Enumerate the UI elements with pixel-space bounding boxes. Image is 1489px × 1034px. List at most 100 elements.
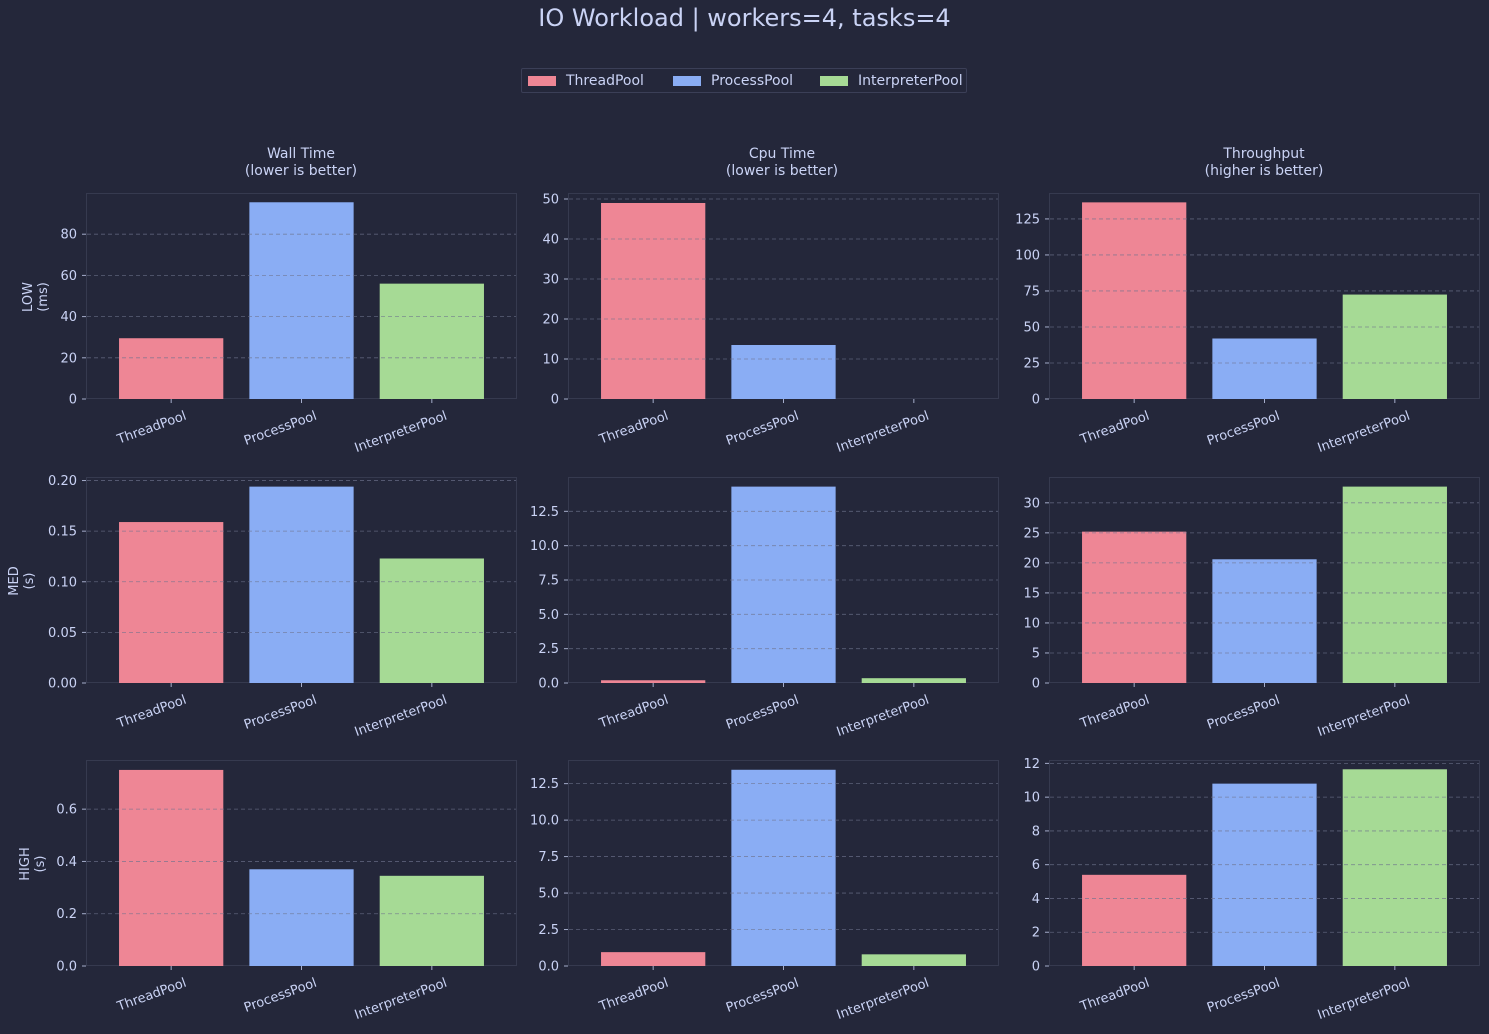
y-tick-label: 7.5 [538, 850, 559, 865]
y-tick-label: 0.10 [48, 575, 77, 590]
chart-panel-r2-c2: 0 2 4 6 8 10 12 ThreadPool ProcessPool Interprete… [1023, 757, 1480, 1023]
x-tick-label-threadpool: ThreadPool [596, 693, 670, 732]
x-tick-label-interpreterpool: InterpreterPool [1316, 976, 1412, 1023]
x-tick-label-processpool: ProcessPool [724, 409, 801, 449]
y-axis: 0 10 20 30 40 50 [542, 193, 568, 408]
bar-threadpool [119, 769, 224, 966]
bar-interpreterpool [861, 678, 966, 683]
bar-interpreterpool [1342, 769, 1447, 966]
x-axis: ThreadPool ProcessPool InterpreterPool [596, 966, 931, 1023]
y-tick-label: 0.0 [56, 960, 77, 975]
y-tick-label: 5 [1032, 646, 1040, 661]
y-tick-label: 0 [69, 393, 77, 408]
y-tick-label: 0.0 [538, 960, 559, 975]
x-tick-label-threadpool: ThreadPool [1077, 693, 1151, 732]
y-tick-label: 25 [1023, 526, 1040, 541]
column-title-text: Wall Time [266, 146, 336, 162]
bars [1082, 486, 1447, 683]
y-tick-label: 10 [542, 353, 559, 368]
bar-processpool [731, 345, 836, 399]
column-title-wall-time: Wall Time (lower is better) [151, 146, 451, 180]
bars [119, 486, 484, 683]
bar-threadpool [1082, 531, 1187, 683]
bar-interpreterpool [379, 558, 484, 683]
x-tick-label-processpool: ProcessPool [1205, 409, 1282, 449]
y-tick-label: 0 [551, 393, 559, 408]
y-tick-label: 60 [60, 269, 77, 284]
row-label-low: LOW (ms) [21, 237, 51, 357]
bars [601, 203, 836, 399]
chart-panel-r0-c2: 0 25 50 75 100 125 ThreadPool ProcessPool Interp… [1015, 193, 1480, 456]
column-subtitle-text: (lower is better) [244, 163, 358, 179]
grid-lines [87, 480, 516, 633]
bars [601, 486, 966, 683]
y-axis: 0.0 2.5 5.0 7.5 10.0 12.5 [530, 777, 568, 975]
x-tick-label-processpool: ProcessPool [242, 409, 319, 449]
x-axis: ThreadPool ProcessPool InterpreterPool [596, 399, 931, 456]
y-tick-label: 0 [1032, 677, 1040, 692]
column-title-throughput: Throughput (higher is better) [1114, 146, 1414, 180]
column-title-text: Throughput [1223, 146, 1305, 162]
grid-lines [1050, 218, 1479, 364]
y-tick-label: 0.00 [48, 677, 77, 692]
x-tick-label-processpool: ProcessPool [1205, 976, 1282, 1016]
bars [1082, 202, 1447, 399]
y-tick-label: 0 [1032, 960, 1040, 975]
chart-panel-r1-c1: 0.0 2.5 5.0 7.5 10.0 12.5 ThreadPool ProcessPoo… [530, 477, 999, 740]
column-title-text: Cpu Time [748, 146, 816, 162]
column-subtitle-text: (higher is better) [1204, 163, 1324, 179]
x-tick-label-interpreterpool: InterpreterPool [353, 693, 449, 740]
y-tick-label: 0.05 [48, 626, 77, 641]
y-tick-label: 12.5 [530, 777, 559, 792]
chart-panel-r0-c0: 0 20 40 60 80 ThreadPool ProcessPool Interprete… [60, 193, 517, 456]
bar-threadpool [601, 203, 706, 399]
x-tick-label-processpool: ProcessPool [724, 976, 801, 1016]
y-axis: 0 25 50 75 100 125 [1015, 212, 1049, 408]
y-tick-label: 12.5 [530, 505, 559, 520]
grid-lines [87, 233, 516, 359]
y-tick-label: 5.0 [538, 608, 559, 623]
legend-label-interpreterpool: InterpreterPool [858, 73, 963, 89]
column-subtitle-text: (lower is better) [725, 163, 839, 179]
legend: ThreadPool ProcessPool InterpreterPool [521, 68, 967, 93]
y-tick-label: 0.4 [56, 855, 77, 870]
y-axis: 0 2 4 6 8 10 12 [1023, 757, 1049, 975]
y-tick-label: 20 [542, 313, 559, 328]
bar-processpool [249, 202, 354, 399]
y-tick-label: 2.5 [538, 923, 559, 938]
x-tick-label-threadpool: ThreadPool [114, 976, 188, 1015]
chart-panel-r1-c0: 0.00 0.05 0.10 0.15 0.20 ThreadPool ProcessPoo… [48, 474, 517, 740]
y-tick-label: 40 [60, 310, 77, 325]
y-tick-label: 0.6 [56, 803, 77, 818]
row-label-text: LOW [21, 282, 36, 312]
grid-lines [569, 783, 998, 930]
row-unit-text: (ms) [36, 282, 51, 312]
bars [119, 202, 484, 399]
row-unit-text: (s) [22, 572, 37, 590]
bars [1082, 769, 1447, 966]
y-tick-label: 7.5 [538, 574, 559, 589]
grid-lines [569, 198, 998, 360]
y-tick-label: 15 [1023, 586, 1040, 601]
row-unit-text: (s) [33, 855, 48, 873]
x-axis: ThreadPool ProcessPool InterpreterPool [114, 683, 449, 740]
y-tick-label: 20 [1023, 556, 1040, 571]
x-tick-label-processpool: ProcessPool [724, 693, 801, 733]
row-label-med: MED (s) [7, 521, 37, 641]
x-tick-label-interpreterpool: InterpreterPool [1316, 693, 1412, 740]
y-tick-label: 0.20 [48, 474, 77, 489]
y-tick-label: 10 [1023, 791, 1040, 806]
x-axis: ThreadPool ProcessPool InterpreterPool [114, 399, 449, 456]
x-tick-label-interpreterpool: InterpreterPool [835, 693, 931, 740]
x-axis: ThreadPool ProcessPool InterpreterPool [1077, 399, 1412, 456]
legend-swatch-threadpool [528, 76, 556, 86]
bar-interpreterpool [1342, 294, 1447, 399]
column-title-cpu-time: Cpu Time (lower is better) [632, 146, 932, 180]
y-axis: 0 5 10 15 20 25 30 [1023, 496, 1049, 692]
y-tick-label: 125 [1015, 212, 1040, 227]
y-tick-label: 0.15 [48, 525, 77, 540]
x-tick-label-interpreterpool: InterpreterPool [353, 976, 449, 1023]
y-tick-label: 10 [1023, 616, 1040, 631]
x-tick-label-interpreterpool: InterpreterPool [1316, 409, 1412, 456]
y-axis: 0 20 40 60 80 [60, 228, 86, 408]
